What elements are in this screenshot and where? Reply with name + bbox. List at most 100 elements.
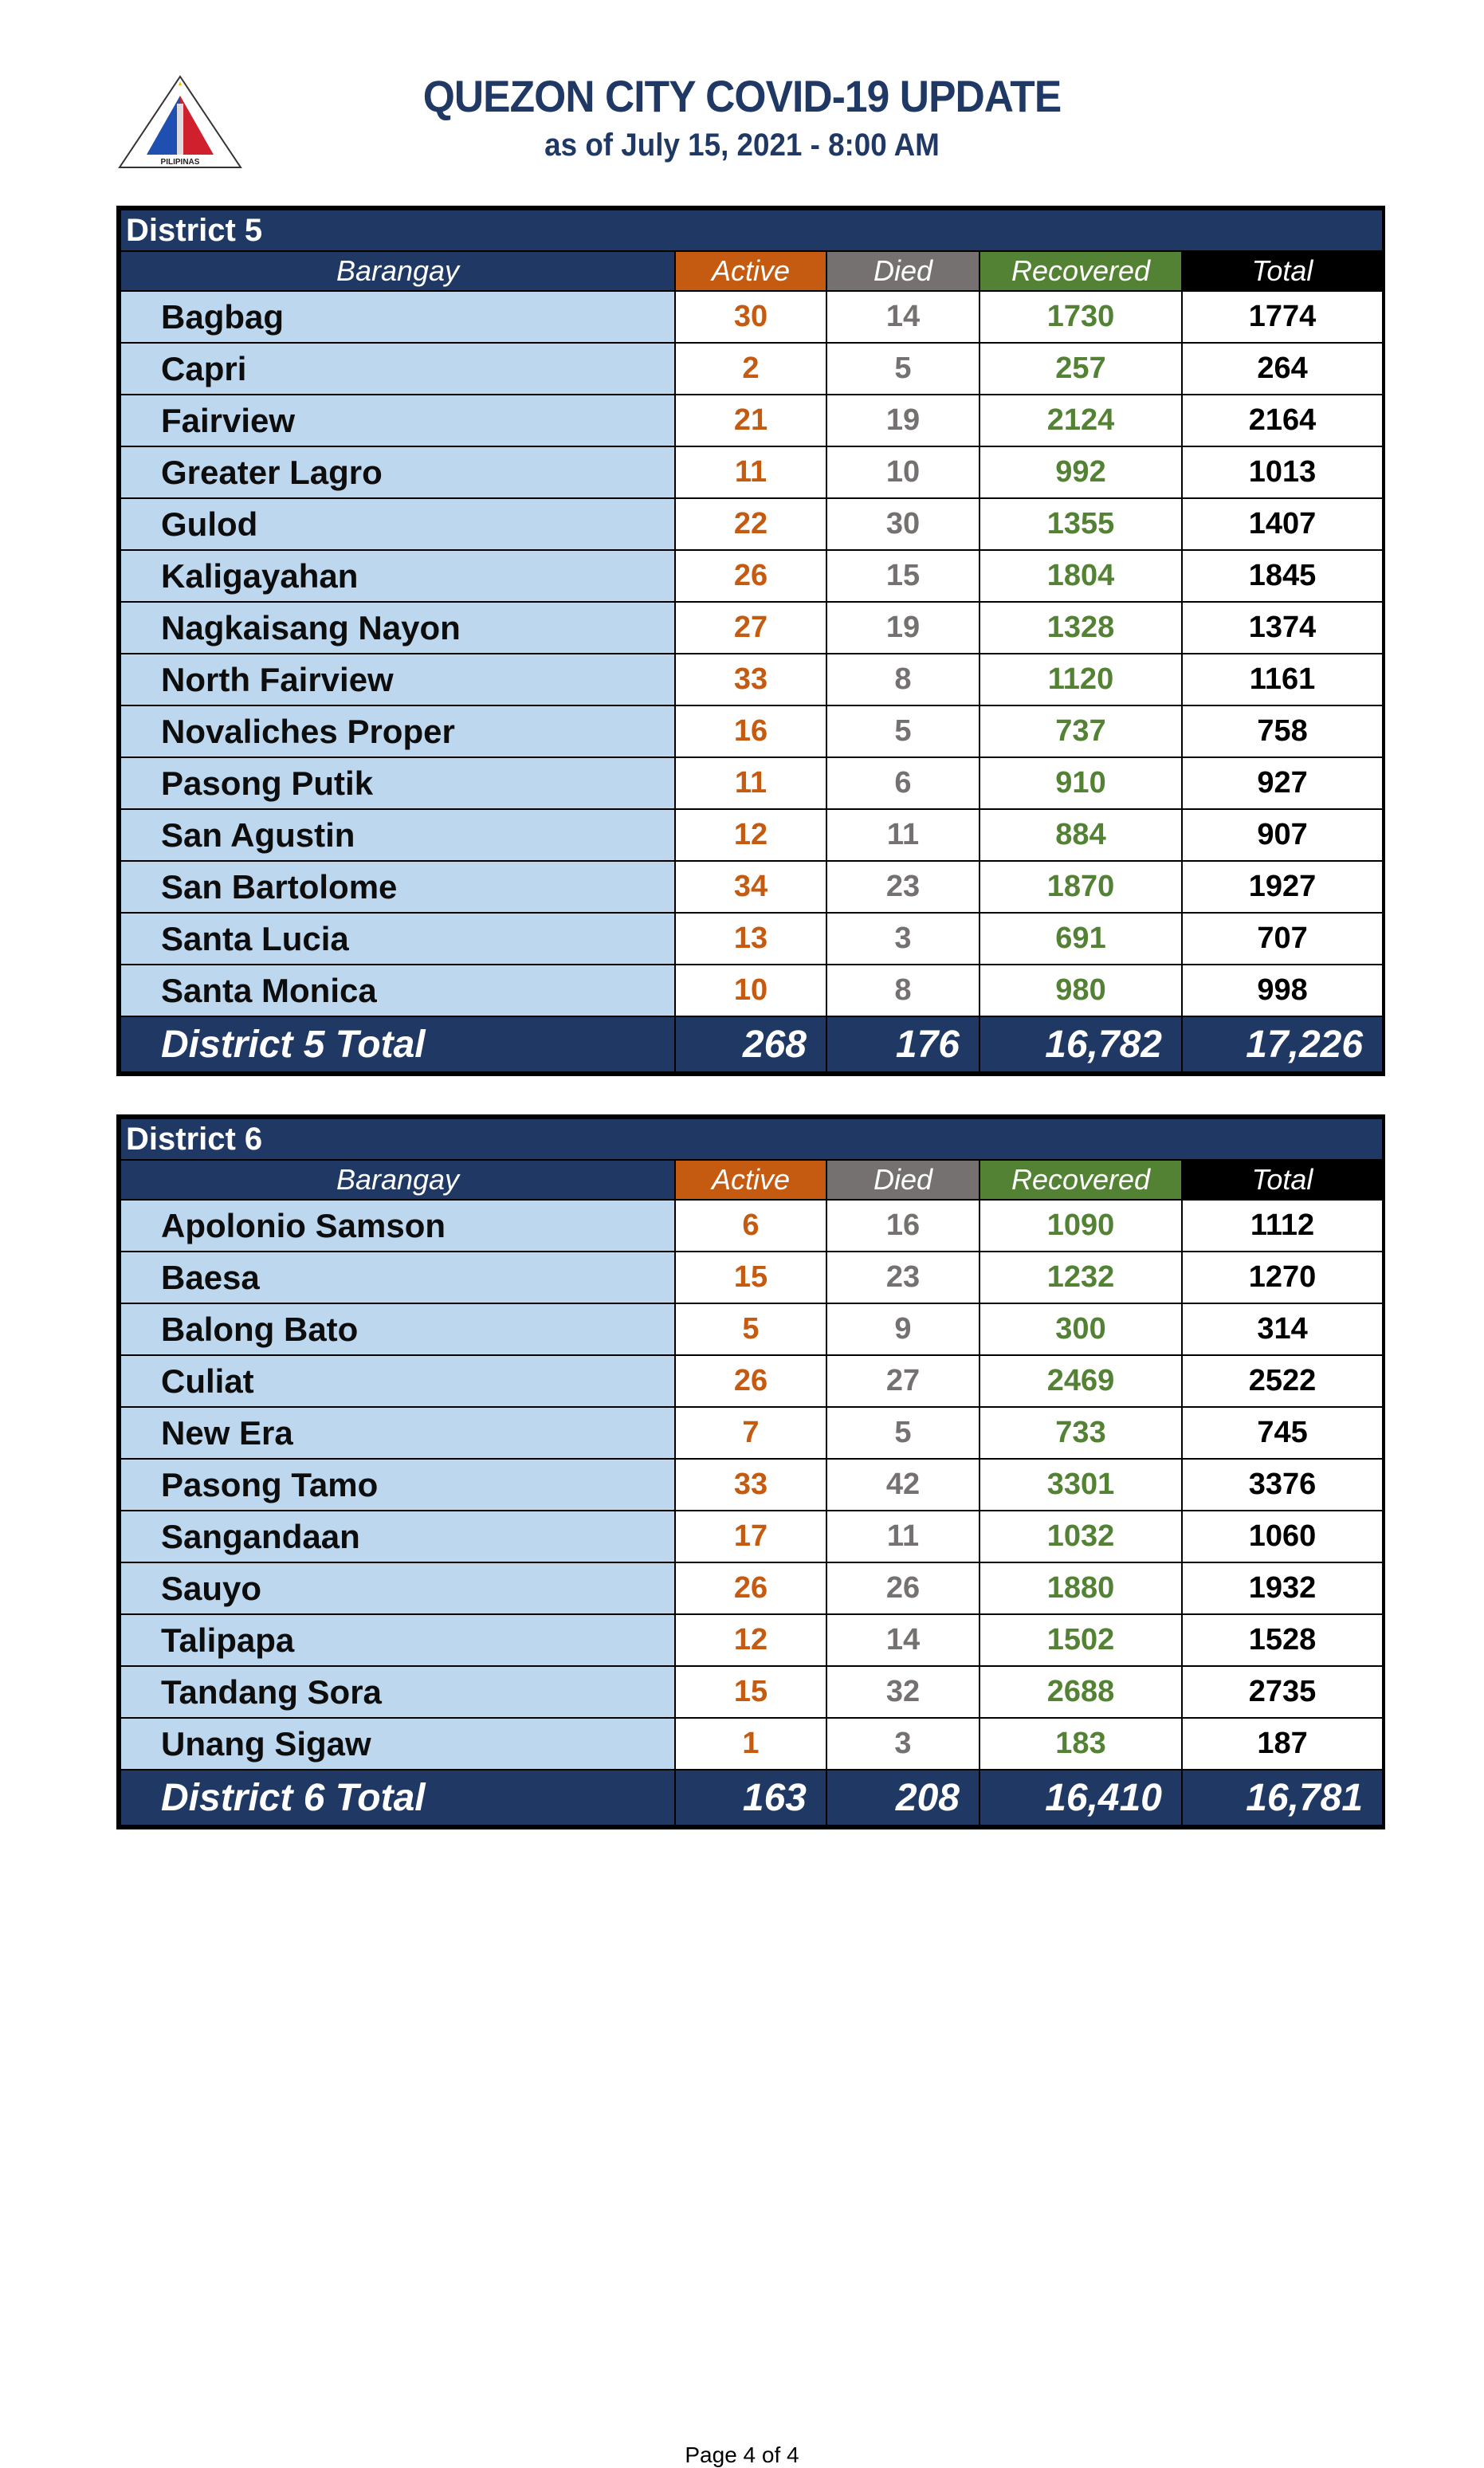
table-row: Pasong Putik 11 6 910 927 <box>120 757 1384 810</box>
cell-recovered: 1502 <box>979 1613 1183 1667</box>
cell-active: 12 <box>674 1613 827 1667</box>
total-barangay: District 6 Total <box>120 1769 676 1826</box>
district-title: District 6 <box>119 1118 1384 1161</box>
total-total: 16,781 <box>1180 1769 1384 1826</box>
cell-total: 745 <box>1180 1406 1384 1460</box>
column-header-active: Active <box>674 1159 827 1201</box>
cell-active: 26 <box>674 549 827 603</box>
table-row: Nagkaisang Nayon 27 19 1328 1374 <box>120 601 1384 654</box>
cell-died: 23 <box>826 860 980 914</box>
cell-total: 1060 <box>1180 1510 1384 1563</box>
cell-total: 1013 <box>1180 446 1384 499</box>
cell-total: 1845 <box>1180 549 1384 603</box>
cell-total: 187 <box>1180 1717 1384 1770</box>
cell-total: 1927 <box>1180 860 1384 914</box>
cell-recovered: 1232 <box>979 1251 1183 1304</box>
cell-barangay: Gulod <box>120 497 676 551</box>
cell-died: 19 <box>826 601 980 654</box>
page-subtitle: as of July 15, 2021 - 8:00 AM <box>544 128 940 163</box>
cell-recovered: 1032 <box>979 1510 1183 1563</box>
table-row: New Era 7 5 733 745 <box>120 1406 1384 1460</box>
cell-total: 3376 <box>1180 1458 1384 1511</box>
cell-recovered: 1120 <box>979 653 1183 706</box>
cell-active: 15 <box>674 1665 827 1719</box>
column-header-died: Died <box>826 1159 980 1201</box>
cell-died: 8 <box>826 653 980 706</box>
cell-total: 2522 <box>1180 1354 1384 1408</box>
cell-died: 32 <box>826 1665 980 1719</box>
cell-recovered: 992 <box>979 446 1183 499</box>
cell-barangay: Unang Sigaw <box>120 1717 676 1770</box>
cell-died: 8 <box>826 964 980 1017</box>
cell-died: 30 <box>826 497 980 551</box>
cell-active: 17 <box>674 1510 827 1563</box>
cell-active: 6 <box>674 1199 827 1252</box>
district-5-table: District 5 Barangay Active Died Recovered Tot… <box>116 206 1385 1076</box>
column-header-barangay: Barangay <box>120 1159 676 1201</box>
table-row: Capri 2 5 257 264 <box>120 342 1384 395</box>
cell-active: 12 <box>674 808 827 862</box>
table-row: Pasong Tamo 33 42 3301 3376 <box>120 1458 1384 1511</box>
cell-died: 15 <box>826 549 980 603</box>
cell-total: 1161 <box>1180 653 1384 706</box>
table-row: Culiat 26 27 2469 2522 <box>120 1354 1384 1408</box>
cell-recovered: 1090 <box>979 1199 1183 1252</box>
district-total-row: District 6 Total 163 208 16,410 16,781 <box>120 1769 1384 1826</box>
cell-active: 2 <box>674 342 827 395</box>
column-header-total: Total <box>1180 250 1384 292</box>
cell-recovered: 1730 <box>979 290 1183 344</box>
cell-total: 1270 <box>1180 1251 1384 1304</box>
cell-died: 5 <box>826 1406 980 1460</box>
cell-total: 927 <box>1180 757 1384 810</box>
cell-died: 10 <box>826 446 980 499</box>
cell-barangay: Pasong Tamo <box>120 1458 676 1511</box>
cell-died: 27 <box>826 1354 980 1408</box>
cell-total: 1374 <box>1180 601 1384 654</box>
cell-died: 3 <box>826 912 980 965</box>
column-header-barangay: Barangay <box>120 250 676 292</box>
cell-recovered: 2124 <box>979 394 1183 447</box>
cell-total: 1407 <box>1180 497 1384 551</box>
cell-total: 314 <box>1180 1303 1384 1356</box>
cell-recovered: 183 <box>979 1717 1183 1770</box>
cell-barangay: Novaliches Proper <box>120 705 676 758</box>
table-row: San Bartolome 34 23 1870 1927 <box>120 860 1384 914</box>
cell-active: 16 <box>674 705 827 758</box>
cell-recovered: 3301 <box>979 1458 1183 1511</box>
cell-recovered: 257 <box>979 342 1183 395</box>
cell-active: 30 <box>674 290 827 344</box>
cell-recovered: 1355 <box>979 497 1183 551</box>
table-row: Santa Monica 10 8 980 998 <box>120 964 1384 1017</box>
quezon-city-seal-logo: PILIPINAS <box>118 75 242 168</box>
cell-total: 1932 <box>1180 1562 1384 1615</box>
cell-recovered: 1880 <box>979 1562 1183 1615</box>
cell-barangay: Sangandaan <box>120 1510 676 1563</box>
cell-barangay: Apolonio Samson <box>120 1199 676 1252</box>
table-row: Talipapa 12 14 1502 1528 <box>120 1613 1384 1667</box>
cell-active: 26 <box>674 1562 827 1615</box>
page-title: QUEZON CITY COVID-19 UPDATE <box>422 71 1062 121</box>
cell-barangay: Kaligayahan <box>120 549 676 603</box>
cell-barangay: North Fairview <box>120 653 676 706</box>
total-active: 268 <box>674 1016 827 1073</box>
cell-active: 21 <box>674 394 827 447</box>
cell-active: 11 <box>674 757 827 810</box>
column-header-active: Active <box>674 250 827 292</box>
cell-active: 27 <box>674 601 827 654</box>
cell-active: 7 <box>674 1406 827 1460</box>
cell-total: 1112 <box>1180 1199 1384 1252</box>
cell-total: 1528 <box>1180 1613 1384 1667</box>
cell-barangay: Balong Bato <box>120 1303 676 1356</box>
cell-barangay: Fairview <box>120 394 676 447</box>
cell-active: 33 <box>674 1458 827 1511</box>
cell-recovered: 1870 <box>979 860 1183 914</box>
cell-total: 264 <box>1180 342 1384 395</box>
total-recovered: 16,782 <box>979 1016 1183 1073</box>
cell-active: 26 <box>674 1354 827 1408</box>
cell-recovered: 1328 <box>979 601 1183 654</box>
cell-barangay: New Era <box>120 1406 676 1460</box>
cell-barangay: Tandang Sora <box>120 1665 676 1719</box>
cell-barangay: Baesa <box>120 1251 676 1304</box>
cell-total: 758 <box>1180 705 1384 758</box>
cell-active: 13 <box>674 912 827 965</box>
